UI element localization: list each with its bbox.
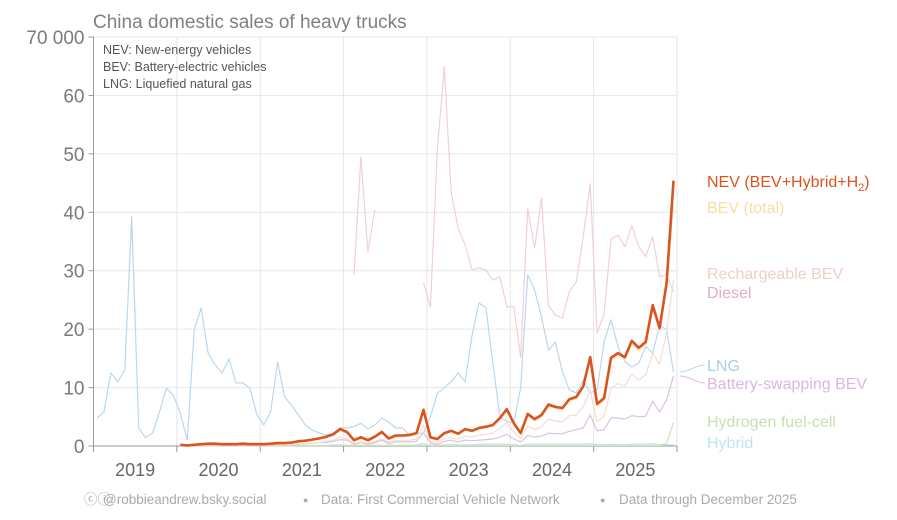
footer-data-through: Data through December 2025 xyxy=(619,492,797,507)
series-line-lng xyxy=(96,216,675,441)
y-tick-label: 50 xyxy=(63,145,84,166)
x-axis: 2019 2020 2021 2022 2023 2024 2025 xyxy=(93,445,678,480)
swapping-label-connector xyxy=(679,375,706,384)
y-tick-label: 10 xyxy=(63,379,84,400)
y-tick-label: 60 xyxy=(63,86,84,107)
note-bev: BEV: Battery-electric vehicles xyxy=(103,60,266,74)
legend-label-hybrid: Hybrid xyxy=(707,435,753,452)
y-tick-label: 40 xyxy=(63,203,84,224)
footer-source: Data: First Commercial Vehicle Network xyxy=(321,492,560,507)
legend-label-nev-bev-hybrid-h: NEV (BEV+Hybrid+H2) xyxy=(707,174,870,194)
note-nev: NEV: New-energy vehicles xyxy=(103,43,251,57)
x-tick-label: 2020 xyxy=(199,460,239,480)
series-line-diesel xyxy=(353,66,675,359)
legend-label-bev-total: BEV (total) xyxy=(707,200,784,217)
series-line-nev-bev-hybrid-h xyxy=(180,180,675,447)
y-tick-label: 20 xyxy=(63,320,84,341)
chart-title: China domestic sales of heavy trucks xyxy=(93,12,407,33)
y-tick-label: 70 000 xyxy=(26,28,84,49)
x-tick-label: 2023 xyxy=(449,460,489,480)
y-axis: 0 10 20 30 40 50 60 70 000 xyxy=(26,28,94,458)
footer-credit: @robbieandrew.bsky.social xyxy=(103,492,267,507)
note-lng: LNG: Liquefied natural gas xyxy=(103,77,252,91)
series-lines xyxy=(96,66,675,447)
y-tick-label: 0 xyxy=(74,437,85,458)
legend: Hybrid Hydrogen fuel-cell Battery-swapping… xyxy=(679,174,870,452)
x-tick-label: 2022 xyxy=(365,460,405,480)
footer-separator: ● xyxy=(600,495,605,505)
legend-label-battery-swapping-bev: Battery-swapping BEV xyxy=(707,376,867,393)
legend-label-diesel: Diesel xyxy=(707,285,751,302)
legend-label-rechargeable-bev: Rechargeable BEV xyxy=(707,266,843,283)
lng-label-connector xyxy=(679,364,706,373)
gridlines xyxy=(93,36,678,446)
footer: ⓒⓘ @robbieandrew.bsky.social ● Data: Fir… xyxy=(84,492,797,507)
y-tick-label: 30 xyxy=(63,262,84,283)
x-tick-label: 2025 xyxy=(615,460,655,480)
cc-license-icon: ⓒⓘ xyxy=(84,492,111,507)
footer-separator: ● xyxy=(303,495,308,505)
legend-label-hydrogen-fuel-cell: Hydrogen fuel-cell xyxy=(707,414,836,431)
legend-label-lng: LNG xyxy=(707,358,740,375)
x-tick-label: 2024 xyxy=(532,460,572,480)
x-tick-label: 2019 xyxy=(115,460,155,480)
x-tick-label: 2021 xyxy=(282,460,322,480)
